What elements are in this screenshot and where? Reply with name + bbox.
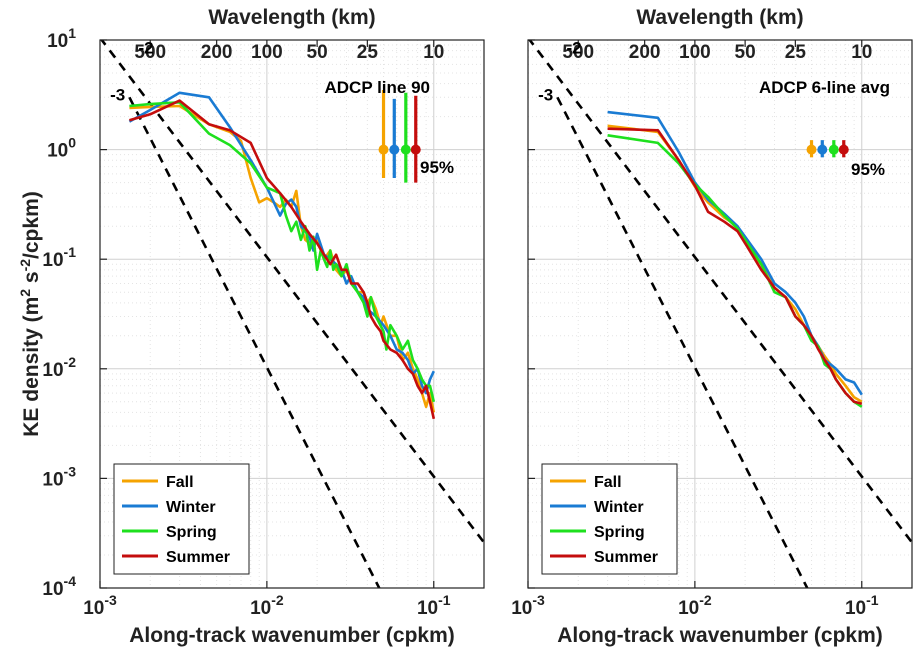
slope-reference-line xyxy=(556,96,809,588)
series-line xyxy=(129,99,436,420)
legend-label: Spring xyxy=(594,524,645,541)
slope-label: -3 xyxy=(538,86,553,105)
ci-label-right: 95% xyxy=(851,160,885,179)
x-axis-label-right: Along-track wavenumber (cpkm) xyxy=(557,624,883,647)
y-tick-label: 10-4 xyxy=(42,573,76,600)
axes-frame-right xyxy=(527,39,913,589)
ci-center-dot xyxy=(410,144,421,155)
legend-label: Spring xyxy=(166,524,217,541)
y-tick-label: 10-3 xyxy=(42,463,76,490)
ci-label-left: 95% xyxy=(420,158,454,177)
axes-frame-left xyxy=(99,39,485,589)
x-tick-label: 10-1 xyxy=(845,592,879,619)
x-tick-label: 10-1 xyxy=(417,592,451,619)
slope-reference-line xyxy=(100,40,484,544)
top-tick-label: 200 xyxy=(201,42,233,63)
confidence-bars-left xyxy=(378,89,421,183)
slope-reference-line xyxy=(528,40,912,544)
top-tick-label: 10 xyxy=(423,42,444,63)
top-tick-label: 25 xyxy=(357,42,379,63)
legend-label: Winter xyxy=(594,499,644,516)
legend-label: Winter xyxy=(166,499,216,516)
top-tick-label: 50 xyxy=(735,42,756,63)
panel-left: 10-3 10-2 10-1 500 200 100 50 25 10 10-4 10-3 10-2 1… xyxy=(17,6,485,647)
top-tick-label: 100 xyxy=(679,42,711,63)
top-tick-label: 500 xyxy=(134,42,166,63)
top-tick-label: 100 xyxy=(251,42,283,63)
y-tick-label: 10-2 xyxy=(42,354,76,381)
top-axis-label-left: Wavelength (km) xyxy=(208,6,375,29)
series-right xyxy=(607,110,863,408)
ci-center-dot xyxy=(378,144,389,155)
legend-right: Fall Winter Spring Summer xyxy=(541,463,678,575)
confidence-bars-right xyxy=(806,140,849,158)
top-tick-label: 25 xyxy=(785,42,807,63)
ci-center-dot xyxy=(389,144,400,155)
series-left xyxy=(128,91,436,420)
top-tick-label: 50 xyxy=(307,42,328,63)
reference-lines-right xyxy=(528,40,912,588)
top-axis-label-right: Wavelength (km) xyxy=(636,6,803,29)
ci-center-dot xyxy=(400,144,411,155)
legend-label: Fall xyxy=(594,474,622,491)
top-tick-label: 10 xyxy=(851,42,872,63)
y-tick-label: 100 xyxy=(47,135,76,162)
top-tick-label: 200 xyxy=(629,42,661,63)
legend-label: Summer xyxy=(594,549,658,566)
slope-label: -2 xyxy=(138,39,153,58)
reference-lines-left xyxy=(100,40,484,588)
x-tick-label: 10-2 xyxy=(250,592,284,619)
x-tick-label: 10-3 xyxy=(83,592,117,619)
ci-center-dot xyxy=(806,144,817,155)
y-tick-label: 101 xyxy=(47,25,76,52)
legend-label: Fall xyxy=(166,474,194,491)
ci-center-dot xyxy=(828,144,839,155)
ci-center-dot xyxy=(838,144,849,155)
top-tick-label: 500 xyxy=(562,42,594,63)
x-axis-label-left: Along-track wavenumber (cpkm) xyxy=(129,624,455,647)
ci-center-dot xyxy=(817,144,828,155)
x-tick-label: 10-3 xyxy=(511,592,545,619)
slope-label: -3 xyxy=(110,86,125,105)
y-tick-label: 10-1 xyxy=(42,244,76,271)
slope-label: -2 xyxy=(566,39,581,58)
panel-title-left: ADCP line 90 xyxy=(324,78,430,97)
panel-title-right: ADCP 6-line avg xyxy=(759,78,890,97)
ticks-left: 10-3 10-2 10-1 500 200 100 50 25 10 10-4 10-3 10-2 1… xyxy=(42,25,450,619)
legend-label: Summer xyxy=(166,549,230,566)
slope-reference-line xyxy=(128,96,381,588)
series-line xyxy=(607,127,863,405)
x-tick-label: 10-2 xyxy=(678,592,712,619)
y-axis-label: KE density (m2 s-2/cpkm) xyxy=(17,191,43,436)
legend-left: Fall Winter Spring Summer xyxy=(113,463,250,575)
